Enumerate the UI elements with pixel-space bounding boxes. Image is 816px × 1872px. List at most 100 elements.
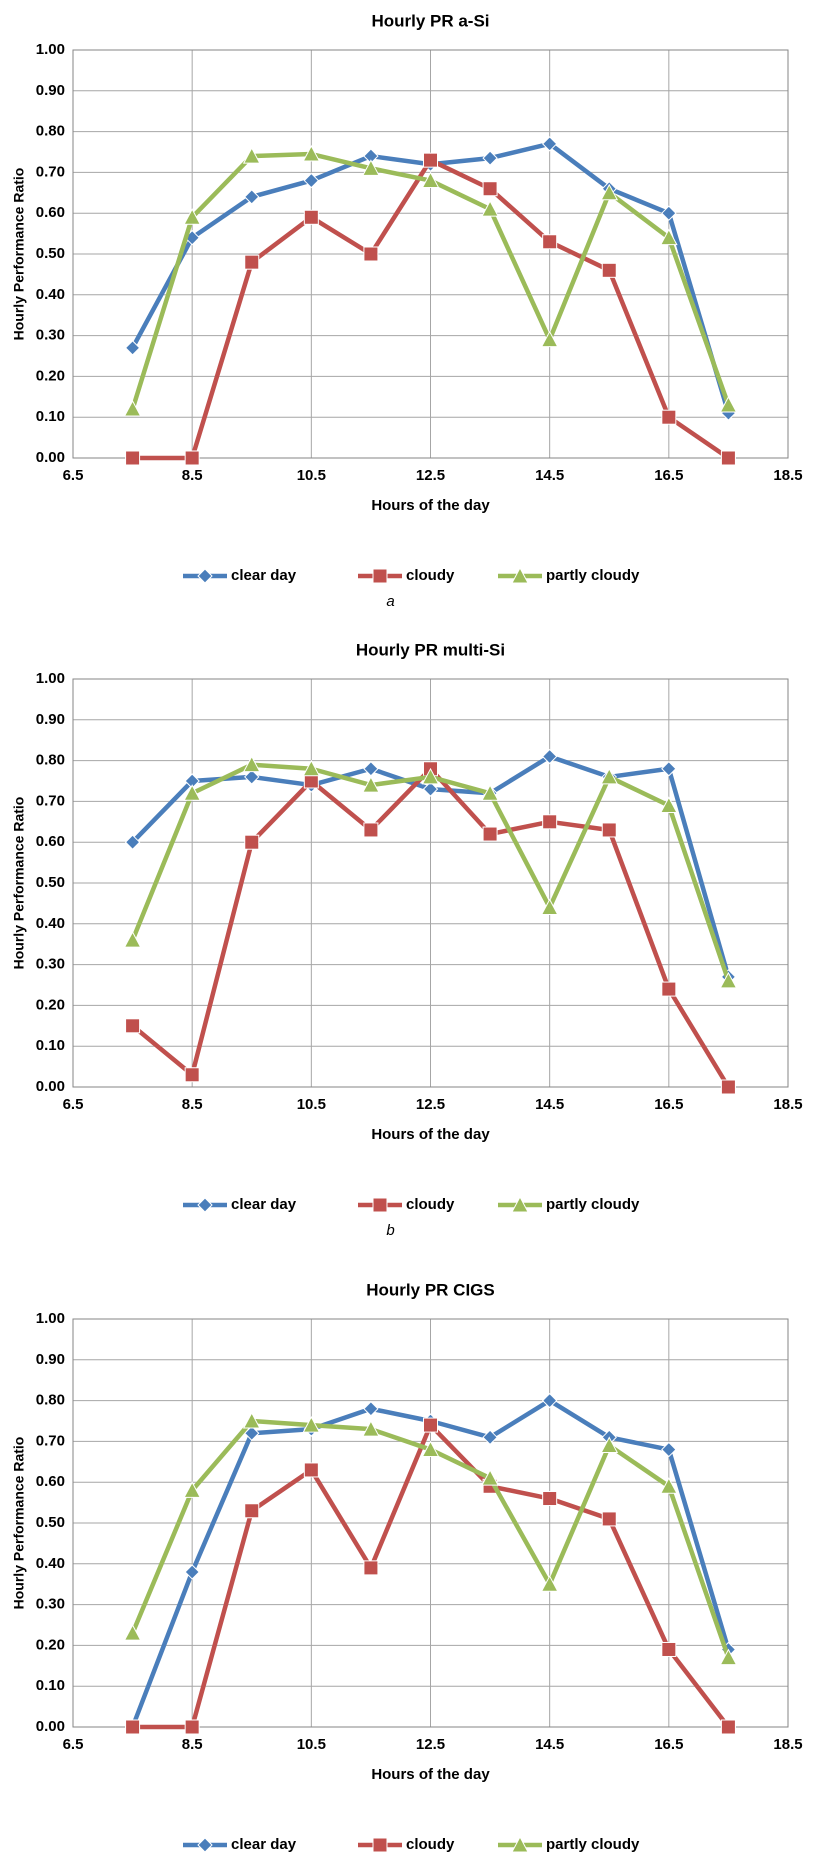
marker [242, 1411, 261, 1429]
x-axis-label: Hours of the day [371, 1126, 490, 1143]
marker [244, 254, 260, 270]
marker [719, 971, 738, 989]
marker [600, 767, 619, 785]
y-tick-label: 0.70 [36, 1432, 65, 1449]
legend-label: cloudy [406, 1836, 455, 1853]
marker [244, 834, 260, 850]
y-tick-label: 0.10 [36, 408, 65, 425]
marker [661, 1641, 677, 1657]
marker [661, 1441, 677, 1458]
y-tick-label: 0.40 [36, 286, 65, 303]
y-axis-label: Hourly Performance Ratio [11, 797, 27, 970]
legend-marker [372, 568, 388, 584]
x-tick-label: 14.5 [535, 1736, 564, 1753]
x-axis-label: Hours of the day [371, 497, 490, 514]
marker [125, 450, 141, 466]
marker [421, 1440, 440, 1458]
caption: a [386, 593, 394, 610]
legend-marker [372, 1197, 388, 1213]
marker [123, 399, 142, 417]
y-tick-label: 1.00 [36, 1310, 65, 1327]
marker [363, 822, 379, 838]
marker [183, 1481, 202, 1498]
legend-marker [197, 568, 213, 584]
legend-marker [372, 1837, 388, 1853]
marker [720, 1079, 736, 1095]
marker [720, 450, 736, 466]
marker [481, 1469, 499, 1486]
y-tick-label: 0.20 [36, 996, 65, 1013]
y-tick-label: 0.90 [36, 711, 65, 728]
y-tick-label: 0.10 [36, 1037, 65, 1054]
y-tick-label: 0.80 [36, 752, 65, 769]
caption: c [387, 1862, 395, 1867]
y-tick-label: 0.50 [36, 1514, 65, 1531]
marker [423, 152, 438, 168]
marker [184, 1564, 200, 1580]
y-tick-label: 0.80 [36, 1392, 65, 1409]
marker [421, 171, 440, 189]
marker [363, 246, 379, 262]
marker [481, 200, 499, 217]
legend-label: clear day [231, 1836, 297, 1853]
y-tick-label: 0.80 [36, 123, 65, 140]
x-tick-label: 14.5 [535, 467, 564, 484]
marker [542, 1491, 558, 1507]
marker [600, 183, 619, 201]
x-tick-label: 10.5 [297, 467, 326, 484]
marker [601, 262, 617, 278]
marker [720, 1719, 736, 1735]
legend-marker [197, 1837, 213, 1853]
marker [125, 1018, 141, 1034]
x-tick-label: 8.5 [182, 1736, 203, 1753]
marker [661, 981, 677, 997]
marker [542, 234, 558, 250]
marker [541, 136, 558, 152]
y-tick-label: 0.40 [36, 915, 65, 932]
y-tick-label: 0.30 [36, 956, 65, 973]
legend-label: partly cloudy [546, 1196, 640, 1213]
marker [362, 159, 380, 176]
y-tick-label: 0.50 [36, 245, 65, 262]
y-tick-label: 0.50 [36, 874, 65, 891]
marker [183, 208, 202, 225]
y-tick-label: 0.90 [36, 1351, 65, 1368]
marker [363, 1560, 379, 1576]
y-tick-label: 0.20 [36, 367, 65, 384]
chart: Hourly PR CIGS 0.00 0.10 0.20 0.30 0.40 0.50 0.… [11, 1280, 803, 1872]
legend-label: partly cloudy [546, 567, 640, 584]
y-tick-label: 0.60 [36, 833, 65, 850]
y-tick-label: 0.00 [36, 1718, 65, 1735]
x-tick-label: 18.5 [773, 1736, 802, 1753]
marker [242, 755, 261, 773]
marker [125, 1719, 141, 1735]
marker [303, 172, 320, 189]
chart: Hourly PR a-Si 0.00 0.10 0.20 0.30 0.40 0.50 0.… [11, 11, 803, 609]
y-axis-label: Hourly Performance Ratio [11, 168, 27, 341]
x-tick-label: 14.5 [535, 1096, 564, 1113]
x-tick-label: 16.5 [654, 1736, 683, 1753]
marker [302, 144, 321, 162]
marker [481, 784, 499, 801]
marker [244, 1425, 260, 1441]
y-tick-label: 0.60 [36, 204, 65, 221]
y-tick-label: 0.20 [36, 1636, 65, 1653]
x-tick-label: 6.5 [63, 1096, 84, 1113]
x-tick-label: 10.5 [297, 1736, 326, 1753]
marker [482, 181, 498, 197]
x-tick-label: 10.5 [297, 1096, 326, 1113]
marker [542, 814, 558, 830]
x-tick-label: 12.5 [416, 1096, 445, 1113]
legend-label: clear day [231, 1196, 297, 1213]
marker [659, 228, 678, 246]
marker [659, 796, 678, 813]
y-tick-label: 0.70 [36, 163, 65, 180]
marker [244, 1503, 260, 1519]
marker [303, 209, 319, 225]
y-tick-label: 0.60 [36, 1473, 65, 1490]
marker [184, 1719, 200, 1735]
x-tick-label: 6.5 [63, 1736, 84, 1753]
marker [421, 767, 440, 785]
y-tick-label: 0.30 [36, 327, 65, 344]
x-tick-label: 18.5 [773, 1096, 802, 1113]
